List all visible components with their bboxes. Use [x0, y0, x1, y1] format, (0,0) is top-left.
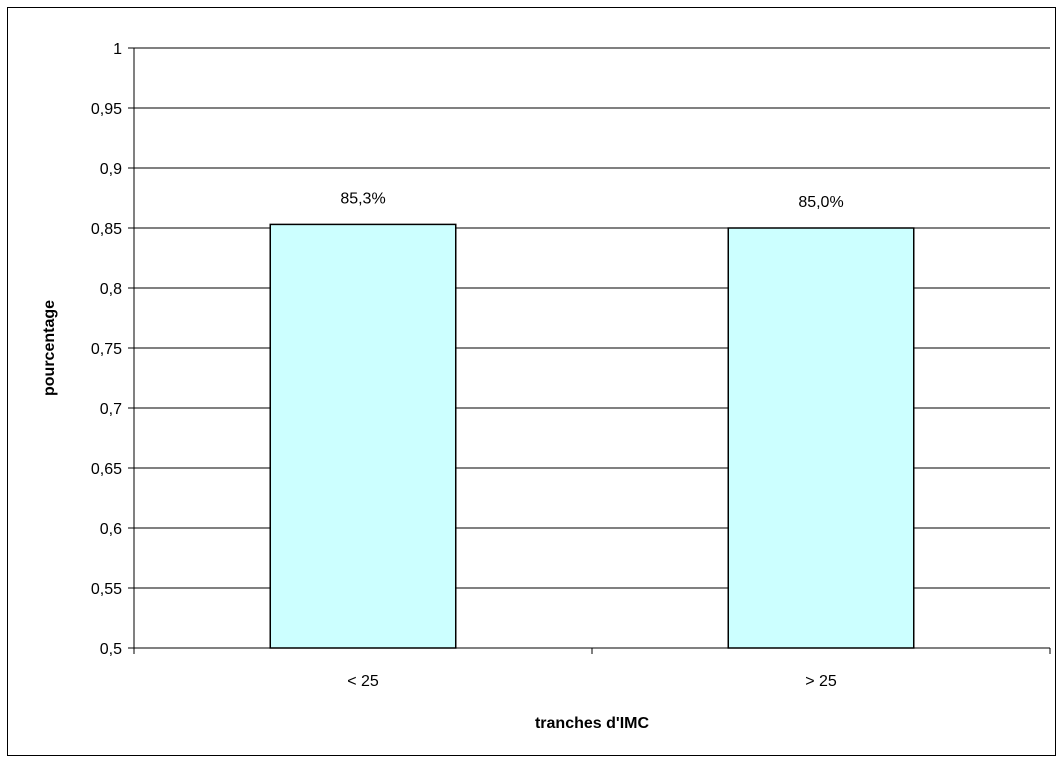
y-tick-label: 0,85 — [91, 221, 122, 238]
x-tick-label: > 25 — [805, 673, 837, 690]
bar-data-label: 85,3% — [340, 190, 385, 207]
y-tick-label: 0,95 — [91, 101, 122, 118]
y-tick-label: 0,65 — [91, 461, 122, 478]
y-tick-label: 0,8 — [100, 281, 122, 298]
bar — [727, 227, 915, 649]
bar — [269, 223, 457, 649]
y-tick-labels: 0,5 0,55 0,6 0,65 0,7 0,75 0,8 0,85 0,9 0,95 1 — [91, 41, 122, 658]
x-axis-title: tranches d'IMC — [535, 715, 649, 732]
x-tick-labels: < 25 > 25 — [347, 673, 837, 690]
bar-data-label: 85,0% — [798, 194, 843, 211]
y-tick-label: 0,55 — [91, 581, 122, 598]
y-tick-label: 0,75 — [91, 341, 122, 358]
axes — [128, 47, 1051, 654]
data-labels: 85,3% 85,0% — [340, 190, 843, 211]
y-tick-label: 1 — [113, 41, 122, 58]
y-tick-label: 0,7 — [100, 401, 122, 418]
y-axis-title: pourcentage — [41, 300, 58, 396]
x-tick-label: < 25 — [347, 673, 379, 690]
y-tick-label: 0,9 — [100, 161, 122, 178]
y-tick-label: 0,5 — [100, 641, 122, 658]
y-tick-label: 0,6 — [100, 521, 122, 538]
